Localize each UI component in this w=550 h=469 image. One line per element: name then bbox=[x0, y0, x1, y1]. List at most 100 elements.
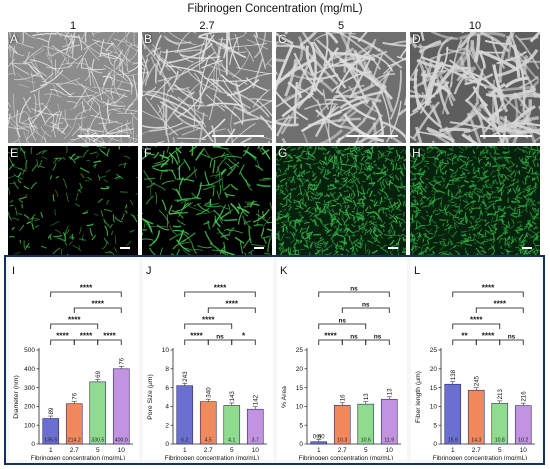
fiber-strand bbox=[58, 116, 88, 120]
fiber-strand bbox=[178, 177, 184, 194]
fiber-strand bbox=[463, 161, 467, 167]
fiber-strand bbox=[491, 164, 498, 168]
fiber-strand bbox=[441, 150, 445, 152]
fiber-strand bbox=[460, 172, 466, 177]
fiber-strand bbox=[522, 249, 529, 255]
fiber-strand bbox=[354, 150, 358, 154]
fiber-strand bbox=[176, 137, 206, 140]
fiber-strand bbox=[533, 235, 540, 242]
fiber-strand bbox=[8, 46, 25, 57]
fiber-strand bbox=[292, 232, 296, 236]
fiber-strand bbox=[40, 130, 47, 143]
fiber-strand bbox=[459, 158, 465, 163]
fiber-strand bbox=[160, 90, 169, 108]
fiber-strand bbox=[357, 225, 362, 228]
fiber-strand bbox=[144, 177, 156, 180]
fiber-strand bbox=[42, 72, 54, 83]
fiber-strand bbox=[157, 104, 167, 136]
fiber-strand bbox=[298, 206, 304, 210]
fiber-strand bbox=[412, 101, 441, 140]
fiber-strand bbox=[193, 72, 204, 92]
fiber-strand bbox=[31, 216, 34, 224]
fiber-strand bbox=[105, 185, 110, 188]
fiber-strand bbox=[22, 113, 42, 123]
fiber-strand bbox=[467, 229, 472, 232]
fiber-strand bbox=[253, 32, 267, 59]
fiber-strand bbox=[56, 57, 66, 74]
fiber-strand bbox=[305, 150, 311, 156]
fiber-strand bbox=[285, 153, 292, 160]
fiber-strand bbox=[381, 247, 387, 253]
fiber-strand bbox=[281, 221, 287, 223]
y-tick-label: 15 bbox=[296, 385, 304, 392]
fiber-strand bbox=[335, 202, 340, 205]
fiber-strand bbox=[493, 219, 501, 223]
fiber-strand bbox=[369, 211, 377, 214]
fiber-strand bbox=[90, 136, 105, 143]
fiber-strand bbox=[317, 193, 322, 200]
fiber-strand bbox=[507, 32, 515, 61]
fiber-strand bbox=[452, 215, 455, 219]
fiber-strand bbox=[461, 132, 478, 143]
fiber-strand bbox=[360, 234, 363, 240]
fiber-strand bbox=[388, 182, 391, 190]
fiber-strand bbox=[392, 163, 395, 171]
fiber-strand bbox=[242, 146, 246, 148]
fiber-strand bbox=[323, 223, 329, 227]
fiber-strand bbox=[256, 183, 271, 187]
fiber-strand bbox=[381, 182, 386, 188]
fiber-strand bbox=[175, 209, 184, 219]
fiber-strand bbox=[346, 227, 350, 233]
bar-value-label: 14.3 bbox=[471, 438, 481, 444]
fiber-strand bbox=[514, 34, 540, 70]
fiber-strand bbox=[228, 226, 235, 237]
y-tick-label: 10 bbox=[162, 347, 170, 354]
fiber-strand bbox=[537, 207, 540, 216]
fiber-strand bbox=[416, 186, 419, 190]
fiber-strand bbox=[172, 137, 176, 143]
fiber-strand bbox=[67, 94, 93, 98]
fiber-strand bbox=[134, 98, 138, 101]
x-tick-label: 1 bbox=[49, 447, 53, 454]
fiber-strand bbox=[485, 239, 493, 242]
fiber-strand bbox=[298, 192, 303, 195]
fiber-strand bbox=[366, 191, 369, 194]
fiber-strand bbox=[503, 176, 507, 182]
fiber-strand bbox=[178, 165, 181, 180]
fiber-strand bbox=[503, 138, 510, 143]
fiber-strand bbox=[96, 116, 123, 125]
fiber-strand bbox=[361, 212, 366, 220]
fiber-strand bbox=[410, 205, 415, 208]
fiber-strand bbox=[100, 210, 104, 217]
fiber-strand bbox=[329, 192, 336, 199]
fiber-strand bbox=[476, 228, 483, 236]
fiber-strand bbox=[438, 158, 444, 164]
fiber-strand bbox=[281, 192, 286, 196]
fiber-strand bbox=[418, 246, 421, 249]
fiber-strand bbox=[304, 102, 338, 110]
fiber-strand bbox=[142, 62, 145, 67]
fiber-strand bbox=[399, 165, 403, 170]
fiber-strand bbox=[474, 224, 480, 226]
fiber-strand bbox=[346, 152, 354, 155]
fiber-strand bbox=[33, 102, 45, 105]
fiber-strand bbox=[8, 119, 16, 128]
fiber-strand bbox=[356, 168, 360, 171]
significance-label: **** bbox=[92, 300, 105, 309]
fiber-strand bbox=[249, 97, 272, 103]
fiber-strand bbox=[499, 196, 501, 201]
fiber-strand bbox=[158, 210, 170, 224]
fiber-strand bbox=[295, 205, 300, 208]
fluorescence-image-10: H bbox=[410, 146, 540, 257]
fiber-strand bbox=[338, 208, 345, 214]
fiber-strand bbox=[151, 43, 161, 62]
fiber-strand bbox=[112, 72, 131, 76]
fiber-strand bbox=[381, 200, 386, 203]
fiber-strand bbox=[107, 52, 114, 67]
fiber-strand bbox=[359, 162, 365, 166]
fiber-strand bbox=[472, 202, 474, 208]
fiber-strand bbox=[146, 182, 156, 188]
fiber-strand bbox=[191, 244, 197, 254]
fiber-strand bbox=[461, 170, 465, 176]
fiber-strand bbox=[261, 235, 271, 239]
